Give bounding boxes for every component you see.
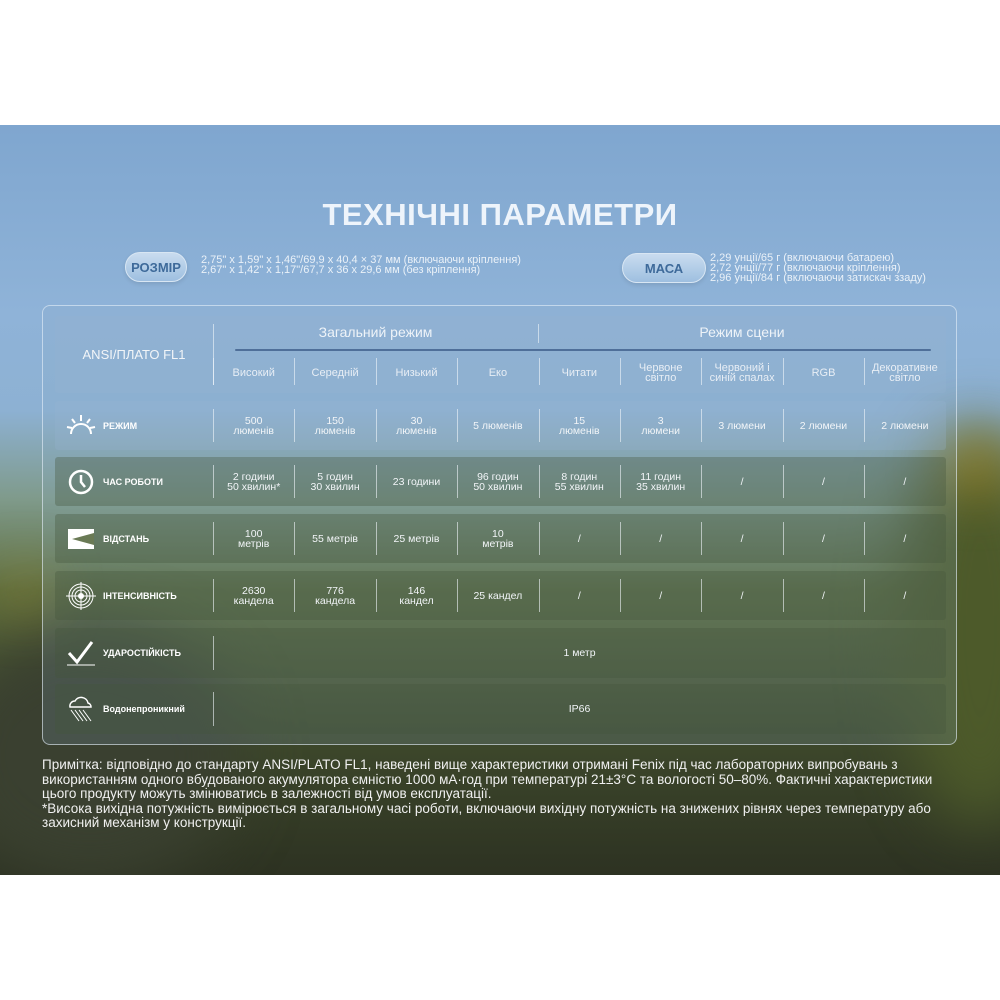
mass-line: 2,72 унції/77 г (включаючи кріплення) bbox=[710, 262, 901, 274]
table-row: РЕЖИМ 500 люменів 150 люменів 30 люменів 5 л… bbox=[55, 401, 946, 450]
table-cell: 8 годин 55 хвилин bbox=[554, 470, 604, 493]
column-header: Середній bbox=[311, 367, 359, 379]
table-cell: 500 люменів bbox=[233, 414, 275, 437]
table-cell: / bbox=[659, 532, 663, 545]
mass-line: 2,29 унції/65 г (включаючи батарею) bbox=[710, 252, 895, 264]
table-cell: 15 люменів bbox=[558, 414, 600, 437]
table-cell: 11 годин 35 хвилин bbox=[636, 470, 686, 493]
column-header: Декоративне світло bbox=[871, 362, 938, 384]
table-cell: 2630 кандела bbox=[233, 584, 274, 607]
column-header: Читати bbox=[561, 367, 598, 379]
table-cell: 2 години 50 хвилин* bbox=[227, 470, 281, 493]
table-cell: / bbox=[740, 532, 744, 545]
impact-icon bbox=[65, 639, 97, 667]
table-cell: / bbox=[903, 532, 907, 545]
row-label: Водонепроникний bbox=[103, 704, 185, 714]
table-row: ЧАС РОБОТИ 2 години 50 хвилин* 5 годин 30 … bbox=[55, 457, 946, 506]
column-header: Еко bbox=[488, 367, 508, 379]
table-cell: 10 метрів bbox=[482, 527, 514, 550]
table-cell: / bbox=[577, 532, 581, 545]
background-photo: ТЕХНІЧНІ ПАРАМЕТРИ РОЗМІР 2,75" x 1,59" … bbox=[0, 125, 1000, 875]
rain-icon bbox=[65, 695, 97, 723]
group-general: Загальний режим bbox=[318, 324, 433, 340]
standard-label: ANSI/ПЛАТО FL1 bbox=[82, 346, 186, 362]
column-header: Червоний і синій спалах bbox=[709, 362, 775, 384]
row-label: ЧАС РОБОТИ bbox=[103, 476, 163, 487]
merged-cell: 1 метр bbox=[563, 647, 596, 659]
column-header: RGB bbox=[811, 367, 836, 379]
merged-cell: IP66 bbox=[568, 703, 591, 715]
table-cell: 96 годин 50 хвилин bbox=[473, 470, 523, 493]
table-cell: 5 люменів bbox=[473, 419, 523, 432]
table-cell: / bbox=[740, 589, 744, 602]
row-label: РЕЖИМ bbox=[103, 420, 138, 431]
row-label: ІНТЕНСИВНІСТЬ bbox=[103, 590, 177, 601]
table-cell: / bbox=[740, 475, 744, 488]
size-specs: 2,75" x 1,59" x 1,46"/69,9 x 40,4 × 37 м… bbox=[201, 254, 521, 276]
table-cell: 5 годин 30 хвилин bbox=[310, 470, 360, 493]
size-badge: РОЗМІР bbox=[125, 252, 187, 282]
table-cell: 25 кандел bbox=[473, 589, 523, 602]
spec-table: ANSI/ПЛАТО FL1 Загальний режим Режим сце… bbox=[42, 305, 957, 745]
column-header: Червоне світло bbox=[638, 362, 683, 384]
table-cell: / bbox=[577, 589, 581, 602]
page-title: ТЕХНІЧНІ ПАРАМЕТРИ bbox=[322, 197, 678, 232]
table-cell: 150 люменів bbox=[314, 414, 356, 437]
table-cell: 55 метрів bbox=[312, 532, 359, 545]
table-cell: / bbox=[659, 589, 663, 602]
table-cell: 25 метрів bbox=[393, 532, 440, 545]
table-header: ANSI/ПЛАТО FL1 Загальний режим Режим сце… bbox=[55, 316, 946, 393]
column-header: Низький bbox=[395, 367, 438, 379]
size-line: 2,67" x 1,42" x 1,17"/67,7 x 36 x 29,6 м… bbox=[201, 264, 481, 276]
table-cell: 3 люмени bbox=[641, 414, 680, 437]
mass-specs: 2,29 унції/65 г (включаючи батарею) 2,72… bbox=[710, 252, 926, 284]
size-line: 2,75" x 1,59" x 1,46"/69,9 x 40,4 × 37 м… bbox=[201, 254, 521, 266]
table-row: ІНТЕНСИВНІСТЬ 2630 кандела 776 кандела 146 … bbox=[55, 571, 946, 620]
table-cell: / bbox=[822, 475, 825, 488]
table-cell: 30 люменів bbox=[396, 414, 437, 437]
row-label: ВІДСТАНЬ bbox=[103, 533, 150, 544]
table-cell: 23 години bbox=[392, 475, 441, 488]
table-cell: / bbox=[822, 532, 825, 545]
row-label: УДАРОСТІЙКІСТЬ bbox=[103, 648, 181, 658]
table-cell: 146 кандел bbox=[399, 584, 434, 607]
note-text: Примітка: відповідно до стандарту ANSI/P… bbox=[42, 757, 933, 801]
brightness-icon bbox=[65, 412, 97, 440]
table-cell: / bbox=[903, 589, 907, 602]
beam-distance-icon bbox=[65, 525, 97, 553]
mass-line: 2,96 унції/84 г (включаючи затискач ззад… bbox=[710, 272, 926, 284]
column-header: Високий bbox=[232, 367, 275, 379]
table-row: Водонепроникний IP66 bbox=[55, 684, 946, 734]
table-cell: 100 метрів bbox=[238, 527, 270, 550]
table-cell: 2 люмени bbox=[881, 419, 929, 432]
table-cell: / bbox=[822, 589, 825, 602]
table-cell: / bbox=[903, 475, 907, 488]
table-cell: 776 кандела bbox=[315, 584, 356, 607]
clock-icon bbox=[65, 468, 97, 496]
table-row: ВІДСТАНЬ 100 метрів 55 метрів 25 метрів 10 м… bbox=[55, 514, 946, 563]
table-cell: 3 люмени bbox=[718, 419, 766, 432]
target-icon bbox=[65, 581, 97, 610]
table-cell: 2 люмени bbox=[799, 419, 848, 432]
footnote: Примітка: відповідно до стандарту ANSI/P… bbox=[42, 757, 962, 831]
note-asterisk: *Висока вихідна потужність вимірюється в… bbox=[42, 800, 931, 830]
group-scene: Режим сцени bbox=[699, 324, 785, 340]
table-row: УДАРОСТІЙКІСТЬ 1 метр bbox=[55, 628, 946, 678]
mass-badge: МАСА bbox=[622, 253, 706, 283]
